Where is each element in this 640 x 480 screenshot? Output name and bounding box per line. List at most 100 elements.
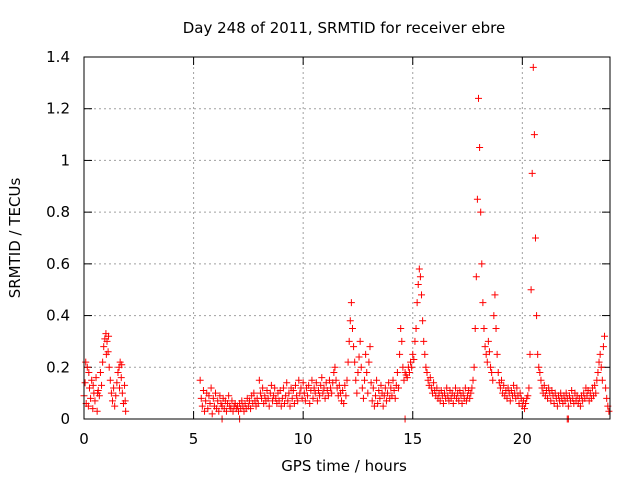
data-point xyxy=(354,368,362,376)
data-point xyxy=(88,376,96,384)
data-point xyxy=(389,376,397,384)
data-point xyxy=(411,337,419,345)
data-point xyxy=(283,379,291,387)
data-point xyxy=(94,389,102,397)
data-point xyxy=(603,394,611,402)
data-point xyxy=(305,381,313,389)
data-point xyxy=(467,389,475,397)
data-point xyxy=(256,389,264,397)
data-point xyxy=(197,394,205,402)
data-point xyxy=(430,379,438,387)
data-point xyxy=(299,379,307,387)
data-point xyxy=(591,381,599,389)
data-point xyxy=(340,399,348,407)
data-point xyxy=(481,343,489,351)
data-point xyxy=(473,195,481,203)
data-point xyxy=(379,402,387,410)
data-point xyxy=(355,353,363,361)
data-point xyxy=(205,392,213,400)
data-point xyxy=(82,358,90,366)
data-point xyxy=(371,392,379,400)
data-point xyxy=(537,376,545,384)
data-point xyxy=(202,397,210,405)
data-point xyxy=(422,363,430,371)
data-point xyxy=(479,299,487,307)
data-points xyxy=(80,63,613,423)
data-point xyxy=(592,389,600,397)
data-point xyxy=(84,402,92,410)
data-point xyxy=(598,376,606,384)
data-point xyxy=(102,350,110,358)
data-point xyxy=(408,363,416,371)
y-tick-label: 1 xyxy=(60,151,70,169)
data-point xyxy=(458,399,466,407)
data-point xyxy=(489,376,497,384)
x-tick-label: 20 xyxy=(513,430,532,448)
data-point xyxy=(81,379,89,387)
data-point xyxy=(525,384,533,392)
data-point xyxy=(306,399,314,407)
data-point xyxy=(106,376,114,384)
data-point xyxy=(466,394,474,402)
y-axis-label: SRMTID / TECUs xyxy=(6,178,24,299)
data-point xyxy=(289,387,297,395)
data-point xyxy=(121,397,129,405)
data-point xyxy=(531,234,539,242)
data-point xyxy=(255,376,263,384)
data-point xyxy=(118,389,126,397)
data-point xyxy=(487,363,495,371)
data-point xyxy=(341,381,349,389)
x-axis-label: GPS time / hours xyxy=(281,457,407,475)
data-point xyxy=(310,384,318,392)
data-point xyxy=(319,389,327,397)
data-point xyxy=(433,384,441,392)
data-point xyxy=(412,325,420,332)
x-tick-label: 5 xyxy=(189,430,199,448)
data-point xyxy=(209,394,217,402)
data-point xyxy=(89,381,97,389)
data-point xyxy=(117,374,125,382)
y-tick-label: 0.4 xyxy=(46,307,70,325)
data-point xyxy=(312,379,320,387)
data-point xyxy=(353,389,361,397)
data-point xyxy=(122,407,130,415)
data-point xyxy=(376,394,384,402)
data-point xyxy=(279,384,287,392)
data-point xyxy=(113,379,121,387)
data-point xyxy=(490,312,498,320)
data-point xyxy=(413,299,421,307)
data-point xyxy=(494,368,502,376)
data-point xyxy=(391,394,399,402)
data-point xyxy=(506,397,514,405)
data-point xyxy=(339,387,347,395)
data-point xyxy=(472,273,480,281)
data-point xyxy=(601,332,609,340)
data-point xyxy=(423,368,431,376)
data-point xyxy=(350,343,358,351)
data-point xyxy=(346,317,354,325)
data-point xyxy=(291,381,299,389)
data-point xyxy=(344,358,352,366)
data-point xyxy=(524,392,532,400)
data-point xyxy=(409,350,417,358)
data-point xyxy=(96,368,104,376)
data-point xyxy=(395,384,403,392)
data-point xyxy=(369,384,377,392)
plot-frame xyxy=(83,56,611,420)
y-tick-label: 1.4 xyxy=(46,48,70,66)
data-point xyxy=(470,363,478,371)
data-point xyxy=(498,376,506,384)
data-point xyxy=(208,410,216,418)
data-point xyxy=(476,144,484,151)
data-point xyxy=(105,363,113,371)
data-point xyxy=(418,291,426,299)
data-point xyxy=(85,384,93,392)
data-point xyxy=(196,376,204,384)
data-point xyxy=(594,368,602,376)
data-point xyxy=(271,384,279,392)
data-point xyxy=(222,407,230,415)
data-point xyxy=(351,358,359,366)
data-point xyxy=(250,389,258,397)
